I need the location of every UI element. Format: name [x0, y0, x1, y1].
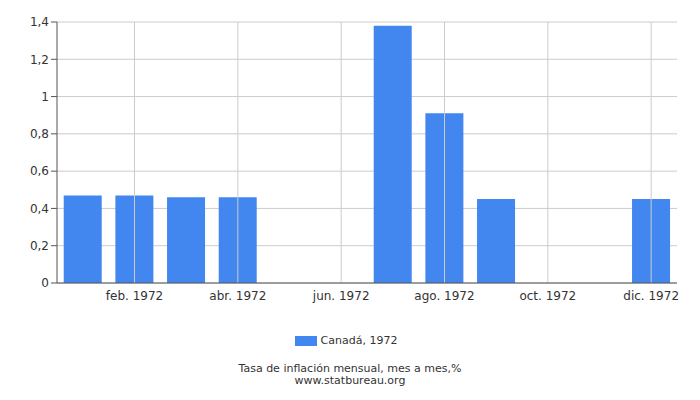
svg-text:0,6: 0,6	[30, 164, 49, 178]
html-text:Tasa de inflación mensual, mes: Tasa de inflación mensual, mes a mes,%	[238, 362, 462, 375]
svg-text:ago. 1972: ago. 1972	[414, 289, 474, 303]
svg-text:1,4: 1,4	[30, 15, 49, 29]
svg-text:1: 1	[41, 90, 49, 104]
svg-text:dic. 1972: dic. 1972	[623, 289, 679, 303]
svg-text:feb. 1972: feb. 1972	[106, 289, 163, 303]
svg-text:jun. 1972: jun. 1972	[312, 289, 370, 303]
svg-text:0,2: 0,2	[30, 239, 49, 253]
svg-text:oct. 1972: oct. 1972	[519, 289, 576, 303]
html-text:www.statbureau.org: www.statbureau.org	[294, 374, 406, 387]
svg-text:abr. 1972: abr. 1972	[209, 289, 266, 303]
svg-text:1,2: 1,2	[30, 53, 49, 67]
html-text:Canadá, 1972: Canadá, 1972	[320, 334, 398, 347]
svg-text:0,4: 0,4	[30, 202, 49, 216]
svg-text:0,8: 0,8	[30, 127, 49, 141]
svg-text:0: 0	[41, 276, 49, 290]
